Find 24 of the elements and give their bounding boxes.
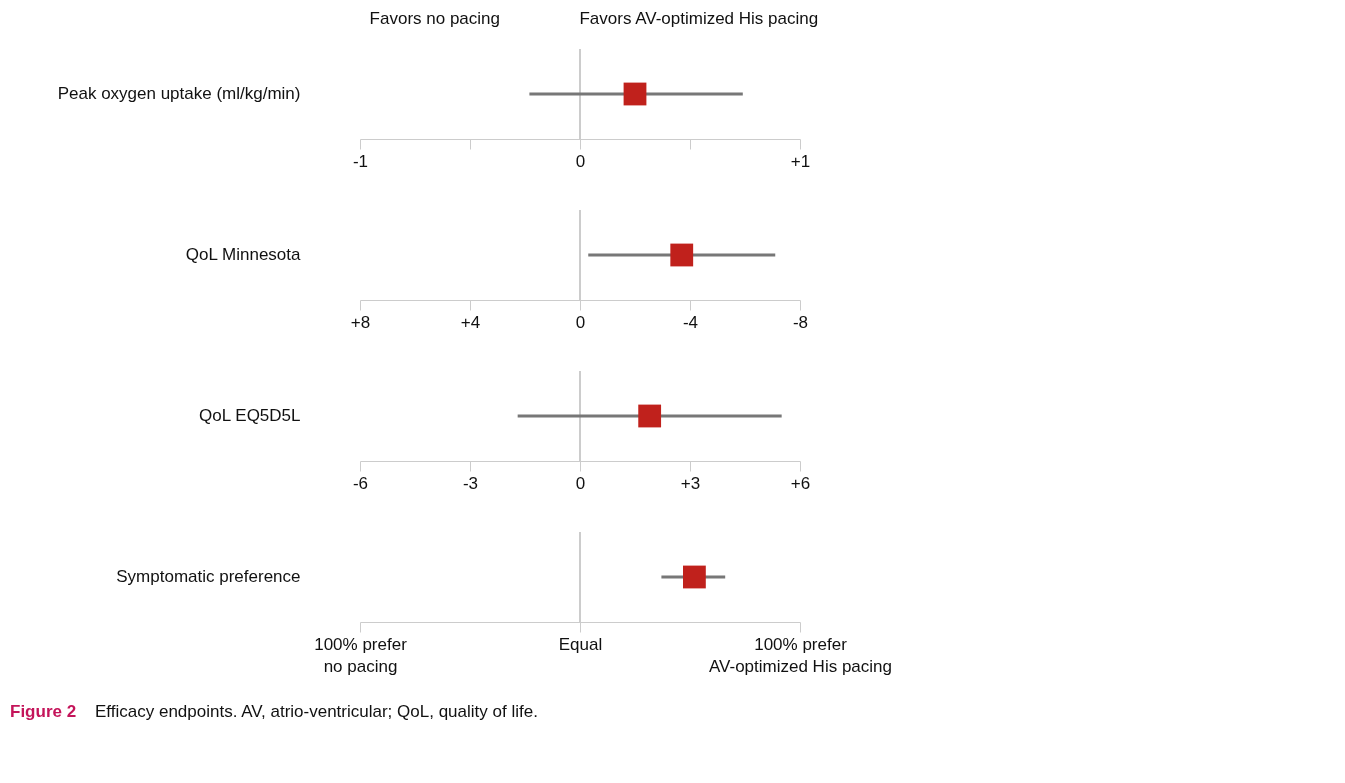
x-tick-label: +6 bbox=[790, 473, 811, 493]
x-tick-label: 100% prefer AV-optimized His pacing bbox=[709, 634, 892, 676]
x-tick-label: +1 bbox=[790, 151, 811, 171]
x-tick-label: -3 bbox=[462, 473, 479, 493]
x-tick-label: +8 bbox=[350, 312, 371, 332]
caption: Figure 2 bbox=[10, 702, 77, 721]
x-tick-label: +4 bbox=[460, 312, 481, 332]
x-tick-label: -6 bbox=[352, 473, 369, 493]
text: Efficacy endpoints. AV, atrio-ventricular; QoL, quality of life. bbox=[95, 702, 538, 721]
y-tick-label: QoL EQ5D5L bbox=[199, 406, 301, 425]
x-tick-label: 0 bbox=[575, 312, 586, 332]
x-tick-label: +3 bbox=[680, 473, 701, 493]
x-tick-label: 0 bbox=[575, 151, 586, 171]
x-tick-label: -4 bbox=[682, 312, 699, 332]
y-tick-label: Symptomatic preference bbox=[116, 567, 301, 586]
x-tick-label: -1 bbox=[352, 151, 369, 171]
x-tick-label: 0 bbox=[575, 473, 586, 493]
x-tick-label: Equal bbox=[558, 634, 603, 654]
y-tick-label: QoL Minnesota bbox=[185, 245, 302, 264]
x-tick-label: 100% prefer no pacing bbox=[314, 634, 408, 676]
text: Favors no pacing bbox=[369, 9, 500, 28]
x-tick-label: -8 bbox=[792, 312, 809, 332]
y-tick-label: Peak oxygen uptake (ml/kg/min) bbox=[57, 84, 301, 103]
text: Favors AV-optimized His pacing bbox=[579, 9, 819, 28]
